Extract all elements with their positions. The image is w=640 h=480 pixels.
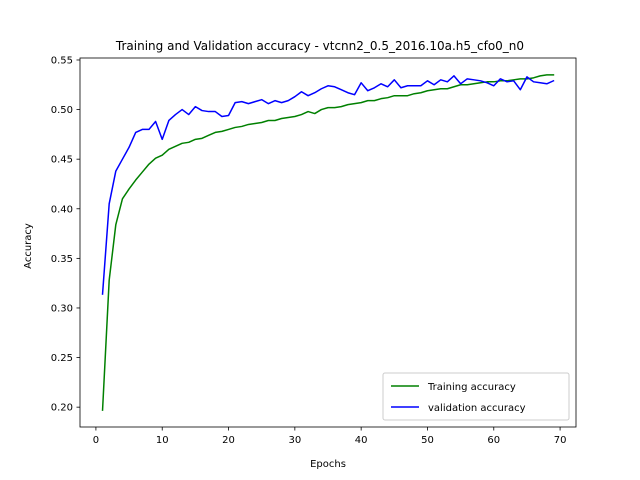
series-line-1: [101, 74, 555, 411]
y-tick-label: 0.20: [51, 403, 73, 414]
legend-label-2: validation accuracy: [428, 403, 526, 414]
plot-area: 0 10 20 30 40 50 60 70 0.20 0.25 0.30 0.35 0.40 0.45 0…: [51, 55, 577, 446]
x-tick-label: 30: [288, 435, 301, 446]
legend-box: [382, 372, 570, 421]
y-tick-label: 0.50: [51, 105, 73, 116]
y-tick-label: 0.25: [51, 353, 73, 364]
y-tick-label: 0.40: [51, 204, 73, 215]
y-axis-label: Accuracy: [23, 223, 34, 269]
x-tick-label: 10: [156, 435, 169, 446]
y-tick-label: 0.35: [51, 254, 73, 265]
y-tick-label: 0.30: [51, 303, 73, 314]
x-axis-label: Epochs: [310, 459, 346, 470]
x-tick-label: 40: [355, 435, 368, 446]
x-tick-label: 20: [222, 435, 235, 446]
series-line-2: [101, 75, 555, 295]
x-tick-label: 50: [421, 435, 434, 446]
legend: Training accuracy validation accuracy: [382, 372, 570, 421]
x-tick-label: 60: [487, 435, 500, 446]
legend-label-1: Training accuracy: [427, 382, 516, 393]
chart-title: Training and Validation accuracy - vtcnn…: [115, 39, 524, 53]
x-tick-label: 0: [93, 435, 99, 446]
y-tick-label: 0.55: [51, 55, 73, 66]
axes-frame: [79, 57, 577, 428]
y-tick-label: 0.45: [51, 155, 73, 166]
x-tick-label: 70: [554, 435, 567, 446]
